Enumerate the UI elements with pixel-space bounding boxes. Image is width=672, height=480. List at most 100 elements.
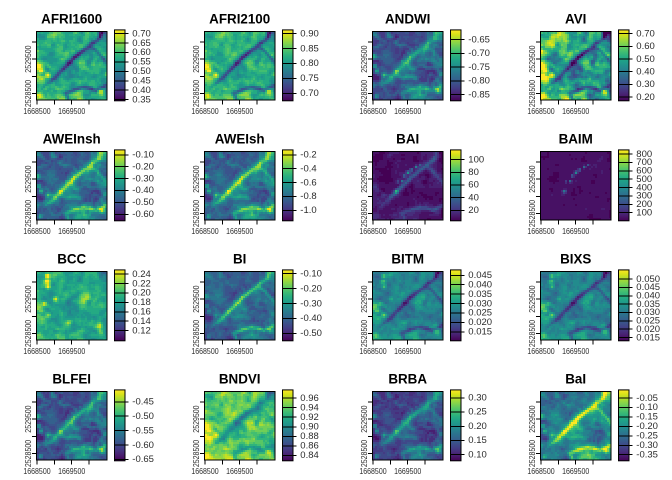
svg-text:0.70: 0.70	[636, 28, 655, 39]
svg-text:1668500: 1668500	[359, 227, 387, 236]
svg-text:1668500: 1668500	[359, 107, 387, 116]
svg-text:0.70: 0.70	[300, 88, 319, 99]
svg-text:2529500: 2529500	[528, 405, 537, 433]
svg-text:2529500: 2529500	[24, 285, 33, 313]
svg-text:-0.60: -0.60	[132, 440, 154, 451]
svg-text:1669500: 1669500	[394, 347, 422, 356]
svg-text:-0.4: -0.4	[300, 163, 316, 174]
svg-text:0.86: 0.86	[300, 441, 319, 452]
svg-text:ANDWI: ANDWI	[385, 11, 430, 26]
svg-text:0.35: 0.35	[132, 94, 151, 105]
svg-text:1669500: 1669500	[58, 347, 86, 356]
svg-text:2529500: 2529500	[528, 285, 537, 313]
svg-text:0.035: 0.035	[468, 289, 492, 300]
svg-text:2529500: 2529500	[192, 285, 201, 313]
svg-text:-0.35: -0.35	[636, 449, 658, 460]
svg-text:0.015: 0.015	[468, 327, 492, 338]
svg-text:0.030: 0.030	[636, 307, 660, 318]
svg-text:BAIM: BAIM	[559, 131, 593, 146]
svg-text:0.90: 0.90	[300, 422, 319, 433]
svg-text:AWEIsh: AWEIsh	[215, 131, 265, 146]
svg-text:0.30: 0.30	[468, 393, 487, 404]
svg-text:2528500: 2528500	[360, 200, 369, 228]
svg-text:40: 40	[468, 192, 479, 203]
svg-text:0.10: 0.10	[468, 449, 487, 460]
svg-text:BAI: BAI	[396, 131, 419, 146]
svg-text:400: 400	[636, 182, 652, 193]
svg-text:-0.85: -0.85	[468, 89, 490, 100]
svg-text:2528500: 2528500	[24, 200, 33, 228]
svg-text:2529500: 2529500	[528, 165, 537, 193]
svg-text:-0.55: -0.55	[132, 425, 154, 436]
svg-text:1668500: 1668500	[527, 107, 555, 116]
svg-text:2528500: 2528500	[360, 80, 369, 108]
svg-text:1668500: 1668500	[191, 467, 219, 476]
svg-text:0.045: 0.045	[636, 282, 660, 293]
svg-text:0.030: 0.030	[468, 298, 492, 309]
svg-text:0.040: 0.040	[468, 279, 492, 290]
svg-text:20: 20	[468, 205, 479, 216]
svg-text:BCC: BCC	[57, 251, 86, 266]
svg-text:1669500: 1669500	[562, 107, 590, 116]
svg-text:-0.20: -0.20	[636, 421, 658, 432]
svg-text:BNDVI: BNDVI	[219, 371, 261, 386]
svg-text:1669500: 1669500	[226, 467, 254, 476]
svg-text:-0.50: -0.50	[132, 411, 154, 422]
svg-text:2528500: 2528500	[192, 200, 201, 228]
svg-text:0.025: 0.025	[636, 316, 660, 327]
svg-text:0.40: 0.40	[132, 85, 151, 96]
svg-text:1668500: 1668500	[527, 227, 555, 236]
svg-text:-0.70: -0.70	[468, 48, 490, 59]
svg-text:-0.40: -0.40	[132, 185, 154, 196]
svg-text:0.60: 0.60	[636, 41, 655, 52]
svg-text:0.12: 0.12	[132, 325, 151, 336]
svg-text:1669500: 1669500	[226, 347, 254, 356]
svg-text:0.035: 0.035	[636, 299, 660, 310]
svg-text:2528500: 2528500	[24, 80, 33, 108]
svg-text:-0.2: -0.2	[300, 150, 316, 161]
svg-text:0.80: 0.80	[300, 58, 319, 69]
svg-text:-0.6: -0.6	[300, 177, 316, 188]
svg-text:80: 80	[468, 167, 479, 178]
svg-text:1669500: 1669500	[226, 227, 254, 236]
svg-text:1669500: 1669500	[394, 467, 422, 476]
svg-text:-0.15: -0.15	[636, 412, 658, 423]
svg-text:2528500: 2528500	[24, 320, 33, 348]
svg-text:0.15: 0.15	[468, 435, 487, 446]
svg-text:1668500: 1668500	[527, 467, 555, 476]
svg-text:0.75: 0.75	[300, 73, 319, 84]
svg-text:600: 600	[636, 166, 652, 177]
svg-text:0.65: 0.65	[132, 38, 151, 49]
svg-text:1668500: 1668500	[191, 347, 219, 356]
svg-text:1669500: 1669500	[394, 107, 422, 116]
svg-text:0.94: 0.94	[300, 402, 319, 413]
svg-text:0.60: 0.60	[132, 47, 151, 58]
svg-text:-0.50: -0.50	[132, 197, 154, 208]
svg-text:800: 800	[636, 149, 652, 160]
svg-text:0.25: 0.25	[468, 407, 487, 418]
svg-text:0.84: 0.84	[300, 450, 319, 461]
svg-text:2528500: 2528500	[360, 320, 369, 348]
svg-text:0.14: 0.14	[132, 316, 151, 327]
svg-text:-0.65: -0.65	[468, 34, 490, 45]
svg-text:BLFEI: BLFEI	[52, 371, 91, 386]
svg-text:0.22: 0.22	[132, 278, 151, 289]
svg-text:-0.10: -0.10	[636, 402, 658, 413]
svg-text:0.015: 0.015	[636, 332, 660, 343]
svg-text:1668500: 1668500	[23, 347, 51, 356]
svg-text:0.20: 0.20	[636, 92, 655, 103]
svg-text:2528500: 2528500	[192, 320, 201, 348]
svg-text:0.40: 0.40	[636, 66, 655, 77]
svg-text:2529500: 2529500	[192, 165, 201, 193]
svg-text:0.30: 0.30	[636, 79, 655, 90]
svg-text:1668500: 1668500	[23, 107, 51, 116]
svg-text:0.50: 0.50	[132, 66, 151, 77]
svg-text:1669500: 1669500	[58, 227, 86, 236]
svg-text:2529500: 2529500	[360, 45, 369, 73]
svg-text:-0.30: -0.30	[132, 173, 154, 184]
svg-text:0.96: 0.96	[300, 393, 319, 404]
svg-text:2529500: 2529500	[528, 45, 537, 73]
svg-text:1668500: 1668500	[527, 347, 555, 356]
svg-text:-0.30: -0.30	[300, 298, 322, 309]
svg-text:-0.8: -0.8	[300, 191, 316, 202]
